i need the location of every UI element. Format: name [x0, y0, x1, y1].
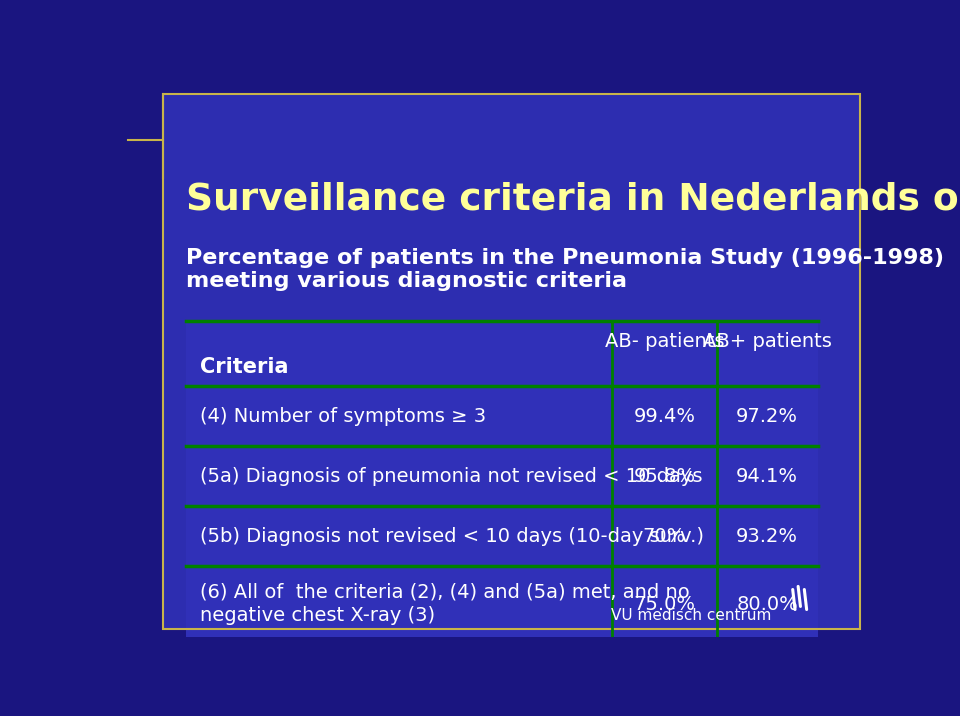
Text: Surveillance criteria in Nederlands onderzoek: Surveillance criteria in Nederlands onde…: [186, 182, 960, 218]
Text: 99.4%: 99.4%: [634, 407, 695, 426]
Text: AB+ patients: AB+ patients: [703, 332, 831, 351]
Text: (5a) Diagnosis of pneumonia not revised < 10 days: (5a) Diagnosis of pneumonia not revised …: [200, 467, 703, 486]
Text: 97.2%: 97.2%: [736, 407, 798, 426]
Text: 70%: 70%: [643, 527, 686, 546]
Text: 95.8%: 95.8%: [634, 467, 695, 486]
Text: Criteria: Criteria: [200, 357, 288, 377]
Text: AB- patients: AB- patients: [605, 332, 724, 351]
Text: (5b) Diagnosis not revised < 10 days (10-day surv.): (5b) Diagnosis not revised < 10 days (10…: [200, 527, 704, 546]
Text: 75.0%: 75.0%: [634, 594, 695, 614]
Text: 80.0%: 80.0%: [736, 594, 798, 614]
Text: Percentage of patients in the Pneumonia Study (1996-1998): Percentage of patients in the Pneumonia …: [186, 248, 944, 268]
Bar: [186, 321, 818, 642]
Text: 93.2%: 93.2%: [736, 527, 798, 546]
Text: (4) Number of symptoms ≥ 3: (4) Number of symptoms ≥ 3: [200, 407, 486, 426]
Text: meeting various diagnostic criteria: meeting various diagnostic criteria: [186, 271, 627, 291]
Bar: [120, 86, 162, 637]
Text: VU medisch centrum: VU medisch centrum: [611, 608, 771, 623]
Text: 94.1%: 94.1%: [736, 467, 798, 486]
Text: (6) All of  the criteria (2), (4) and (5a) met, and no
negative chest X-ray (3): (6) All of the criteria (2), (4) and (5a…: [200, 583, 689, 625]
